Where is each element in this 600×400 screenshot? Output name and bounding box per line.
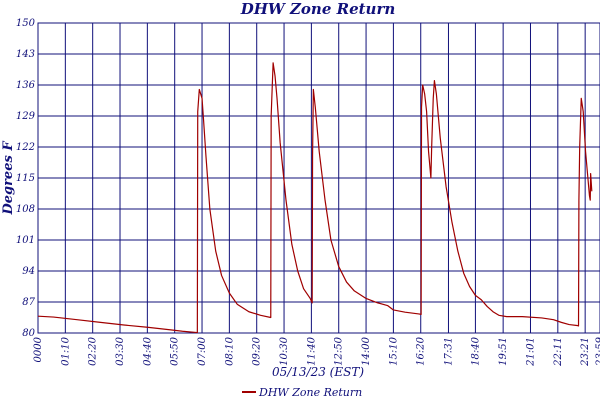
x-tick-label: 10:30 — [279, 336, 290, 365]
x-tick-label: 22:11 — [553, 337, 564, 367]
x-tick-label: 11:40 — [306, 336, 317, 365]
y-tick-label: 115 — [16, 173, 35, 184]
x-tick-label: 16:20 — [416, 336, 427, 365]
x-tick-label: 15:10 — [388, 336, 399, 365]
y-tick-label: 87 — [22, 297, 35, 308]
legend-label: DHW Zone Return — [258, 386, 362, 399]
x-tick-label: 23:21 — [580, 337, 591, 367]
x-tick-label: 09:20 — [252, 336, 263, 365]
y-tick-label: 143 — [16, 49, 35, 60]
x-tick-label: 02:20 — [88, 336, 99, 365]
grid — [38, 23, 600, 333]
x-axis-label: 05/13/23 (EST) — [272, 365, 364, 379]
chart-title: DHW Zone Return — [240, 0, 396, 18]
legend: DHW Zone Return — [242, 386, 362, 399]
y-tick-label: 122 — [16, 142, 35, 153]
x-tick-label: 03:30 — [115, 336, 126, 365]
x-tick-label: 04:40 — [142, 336, 153, 365]
y-tick-label: 80 — [22, 328, 35, 339]
y-tick-label: 94 — [22, 266, 35, 277]
x-tick-label: 17:31 — [443, 337, 454, 366]
x-tick-label: 14:00 — [361, 336, 372, 365]
x-tick-label: 18:40 — [470, 336, 481, 365]
x-tick-label: 01:10 — [60, 336, 71, 365]
x-tick-label: 19:51 — [498, 337, 509, 366]
y-axis-label: Degrees F — [1, 141, 16, 216]
series-layer — [37, 62, 593, 334]
y-tick-label: 136 — [16, 80, 36, 91]
series-line-0 — [37, 62, 593, 334]
x-tick-label: 12:50 — [334, 336, 345, 365]
y-tick-label: 108 — [16, 204, 35, 215]
y-tick-labels: 80 87 94 101 108 115 122 129 136 143 150 — [16, 18, 36, 339]
y-tick-label: 129 — [16, 111, 36, 122]
x-tick-label: 23:59 — [595, 336, 600, 366]
x-tick-labels: 0000 01:10 02:20 03:30 04:40 05:50 07:00 08:10 0… — [33, 336, 600, 366]
y-tick-label: 150 — [16, 18, 36, 29]
x-tick-label: 07:00 — [197, 336, 208, 365]
x-tick-label: 05:50 — [170, 336, 181, 365]
x-tick-label: 08:10 — [224, 336, 235, 365]
x-tick-label: 0000 — [33, 336, 44, 362]
x-tick-label: 21:01 — [525, 337, 536, 367]
y-tick-label: 101 — [16, 235, 35, 246]
